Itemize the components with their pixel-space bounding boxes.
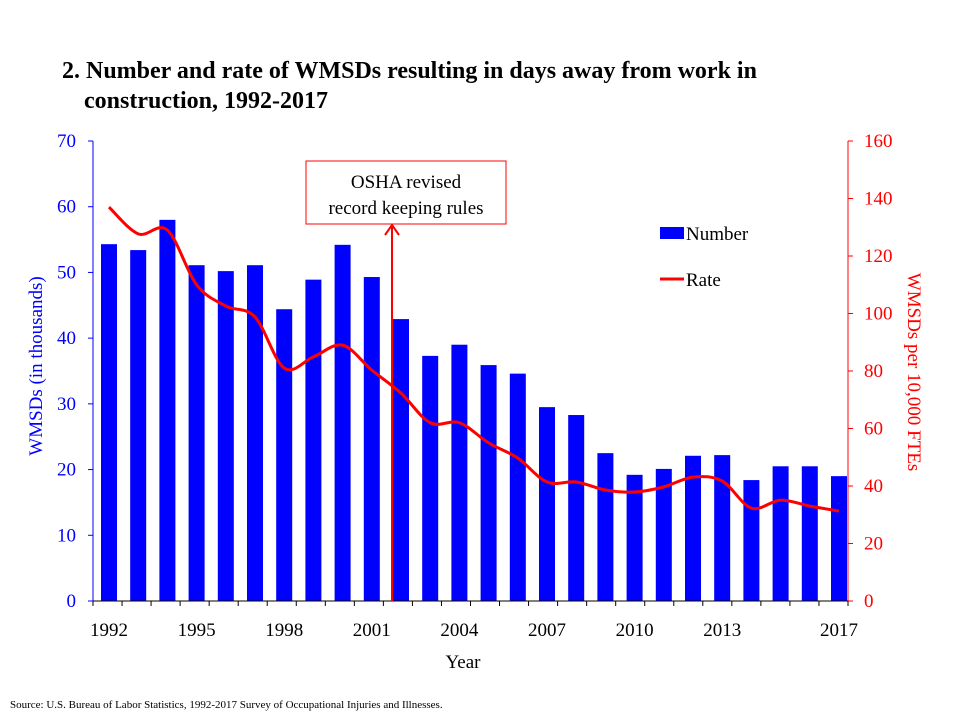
y2-axis-label: WMSDs per 10,000 FTEs xyxy=(903,273,924,471)
x-tick-label: 1998 xyxy=(265,620,303,641)
bar-1993 xyxy=(130,250,147,602)
annotation: OSHA revised record keeping rules xyxy=(305,160,507,601)
legend: Number Rate xyxy=(660,224,749,291)
x-tick-label: 2017 xyxy=(820,620,858,641)
y2-tick-label: 100 xyxy=(864,304,893,325)
rate-line xyxy=(107,206,840,513)
bar-2011 xyxy=(655,468,672,601)
bar-2013 xyxy=(714,455,731,601)
bar-2003 xyxy=(422,355,439,601)
y-axis-label: WMSDs (in thousands) xyxy=(26,276,47,455)
bar-1997 xyxy=(247,265,263,601)
bar-2006 xyxy=(509,373,526,601)
x-tick-label: 1992 xyxy=(90,620,128,641)
chart-title: 2. Number and rate of WMSDs resulting in… xyxy=(62,58,757,114)
y-tick-label: 40 xyxy=(57,328,76,349)
y-tick-label: 50 xyxy=(57,262,76,283)
y-tick-label: 0 xyxy=(67,591,77,612)
bar-2005 xyxy=(480,365,497,601)
source-note: Source: U.S. Bureau of Labor Statistics,… xyxy=(10,699,443,711)
bar-2017 xyxy=(831,476,847,601)
x-tick-label: 2001 xyxy=(353,620,391,641)
bar-2015 xyxy=(772,466,789,601)
x-tick-label: 2007 xyxy=(528,620,566,641)
annotation-line1: OSHA revised xyxy=(351,172,462,193)
bar-1994 xyxy=(159,219,176,601)
y2-tick-label: 160 xyxy=(864,131,893,152)
y2-tick-label: 40 xyxy=(864,476,883,497)
y-tick-label: 70 xyxy=(57,131,76,152)
x-tick-label: 1995 xyxy=(178,620,216,641)
bar-2001 xyxy=(363,277,380,601)
y-tick-label: 60 xyxy=(57,197,76,218)
legend-swatch-number xyxy=(660,227,684,239)
bar-2000 xyxy=(334,244,351,602)
y2-tick-label: 120 xyxy=(864,246,893,267)
bar-2002 xyxy=(393,319,409,601)
bar-1999 xyxy=(305,279,322,601)
bar-2008 xyxy=(568,415,585,601)
y-tick-label: 20 xyxy=(57,460,76,481)
bar-1995 xyxy=(188,265,205,601)
bar-1992 xyxy=(101,244,117,601)
y-tick-label: 30 xyxy=(57,394,76,415)
arrow-head-icon xyxy=(384,223,400,236)
x-axis-label: Year xyxy=(445,652,481,673)
y2-tick-label: 0 xyxy=(864,591,874,612)
bar-2009 xyxy=(597,453,614,601)
annotation-line2: record keeping rules xyxy=(328,198,483,219)
y2-tick-label: 140 xyxy=(864,189,893,210)
bar-2014 xyxy=(743,480,760,601)
bar-2004 xyxy=(451,344,468,601)
bar-1998 xyxy=(276,309,293,601)
bar-2007 xyxy=(539,407,555,601)
x-tick-label: 2010 xyxy=(616,620,654,641)
y2-tick-label: 80 xyxy=(864,361,883,382)
bar-2016 xyxy=(801,466,818,601)
x-tick-label: 2004 xyxy=(440,620,479,641)
bar-2012 xyxy=(685,455,701,601)
legend-label-rate: Rate xyxy=(686,270,721,291)
y2-tick-label: 20 xyxy=(864,534,883,555)
bar-1996 xyxy=(217,271,234,601)
legend-label-number: Number xyxy=(686,224,749,245)
bar-2010 xyxy=(626,474,643,601)
y-tick-label: 10 xyxy=(57,525,76,546)
x-tick-label: 2013 xyxy=(703,620,741,641)
y2-tick-label: 60 xyxy=(864,419,883,440)
